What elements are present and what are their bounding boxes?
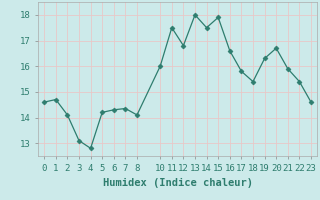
X-axis label: Humidex (Indice chaleur): Humidex (Indice chaleur): [103, 178, 252, 188]
